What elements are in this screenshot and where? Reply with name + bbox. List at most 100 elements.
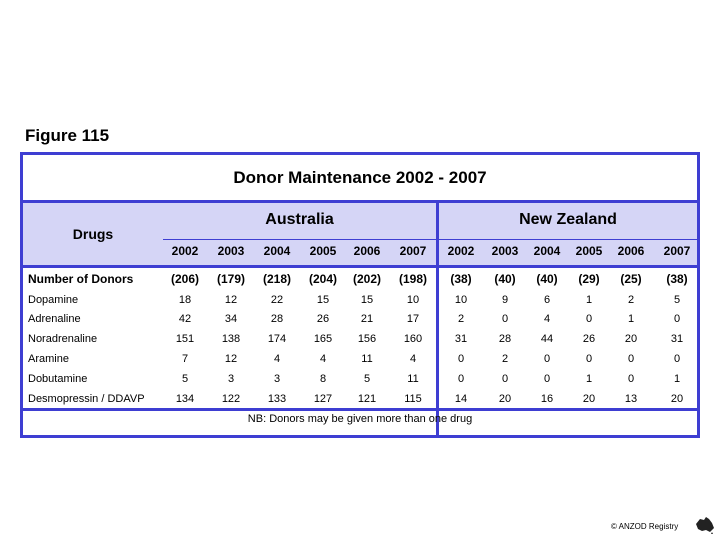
footnote: NB: Donors may be given more than one dr… <box>247 413 473 425</box>
year-header-new-zealand: 2007 <box>663 244 691 258</box>
region-australia: Australia <box>265 211 334 228</box>
year-header-australia: 2005 <box>309 244 337 258</box>
drug-row-new-zealand-cell: 26 <box>582 333 596 345</box>
drug-row-australia-cell: 18 <box>178 294 192 306</box>
number-of-donors-row-australia-cell: (204) <box>308 272 337 286</box>
drug-row-australia-cell: 127 <box>313 393 333 405</box>
drug-row-new-zealand-cell: 0 <box>627 353 635 365</box>
drug-row-australia-cell: 12 <box>224 294 238 306</box>
drug-row-australia-cell: 28 <box>270 313 284 325</box>
drug-row-new-zealand-cell: 0 <box>585 353 593 365</box>
drug-row-new-zealand-cell: 2 <box>501 353 509 365</box>
drug-row-new-zealand-cell: 2 <box>627 294 635 306</box>
year-header-australia: 2006 <box>353 244 381 258</box>
table-header: Drugs Australia New Zealand 2002 2003 2004… <box>23 203 697 268</box>
drug-row-australia-cell: 3 <box>227 373 235 385</box>
drug-row-australia-cell: 151 <box>175 333 195 345</box>
drug-row-label: Desmopressin / DDAVP <box>28 393 145 405</box>
year-header-new-zealand: 2004 <box>533 244 561 258</box>
drug-row-new-zealand-cell: 2 <box>457 313 465 325</box>
number-of-donors-row-new-zealand-cell: (25) <box>620 272 642 286</box>
drug-row-new-zealand-cell: 28 <box>498 333 512 345</box>
drug-row-label: Noradrenaline <box>28 333 98 345</box>
drug-row-new-zealand-cell: 4 <box>543 313 551 325</box>
year-header-new-zealand: 2002 <box>447 244 475 258</box>
copyright-text: © ANZOD Registry <box>611 522 679 531</box>
year-header-australia: 2002 <box>171 244 199 258</box>
drug-row-new-zealand-cell: 20 <box>670 393 684 405</box>
drug-row-australia-cell: 11 <box>407 373 419 385</box>
drug-row-new-zealand-cell: 31 <box>670 333 684 345</box>
drug-row-australia-cell: 4 <box>319 353 327 365</box>
drug-row-australia-cell: 12 <box>224 353 238 365</box>
drug-row-label: Dobutamine <box>28 373 88 385</box>
year-header-new-zealand: 2003 <box>491 244 519 258</box>
drug-row-australia-cell: 160 <box>403 333 423 345</box>
number-of-donors-row-new-zealand-cell: (38) <box>450 272 472 286</box>
number-of-donors-row-new-zealand-cell: (40) <box>536 272 558 286</box>
drug-row-australia-cell: 4 <box>409 353 417 365</box>
drug-row-new-zealand-cell: 0 <box>457 373 465 385</box>
number-of-donors-row-australia-cell: (179) <box>216 272 245 286</box>
drug-row-new-zealand-cell: 1 <box>627 313 635 325</box>
drug-row-new-zealand-cell: 1 <box>585 294 593 306</box>
number-of-donors-row-new-zealand-cell: (29) <box>578 272 600 286</box>
drug-row-new-zealand-cell: 10 <box>454 294 468 306</box>
year-header-new-zealand: 2006 <box>617 244 645 258</box>
drug-row-new-zealand-cell: 20 <box>624 333 638 345</box>
drug-row-new-zealand-cell: 0 <box>543 373 551 385</box>
number-of-donors-row-label: Number of Donors <box>28 272 134 286</box>
drug-row-label: Dopamine <box>28 294 79 306</box>
number-of-donors-row-australia-cell: (206) <box>170 272 199 286</box>
drug-row-australia-cell: 165 <box>313 333 333 345</box>
drug-row-new-zealand-cell: 14 <box>454 393 468 405</box>
drug-row-australia-cell: 10 <box>406 294 420 306</box>
drug-row-new-zealand-cell: 0 <box>457 353 465 365</box>
drug-row-new-zealand-cell: 44 <box>540 333 554 345</box>
drug-row-australia-cell: 5 <box>181 373 189 385</box>
drug-row-new-zealand-cell: 31 <box>454 333 468 345</box>
year-header-new-zealand: 2005 <box>575 244 603 258</box>
drug-row-label: Adrenaline <box>28 313 81 325</box>
drug-row-australia-cell: 174 <box>267 333 287 345</box>
australia-map-icon <box>696 517 714 534</box>
drugs-header: Drugs <box>72 226 114 242</box>
number-of-donors-row-australia-cell: (198) <box>398 272 427 286</box>
drug-row-new-zealand-cell: 20 <box>582 393 596 405</box>
drug-row-australia-cell: 15 <box>316 294 330 306</box>
drug-row-australia-cell: 8 <box>319 373 327 385</box>
footnote-divider <box>23 408 697 411</box>
figure-label: Figure 115 <box>25 126 110 145</box>
drug-row-australia-cell: 115 <box>404 393 422 405</box>
region-new-zealand: New Zealand <box>519 211 617 228</box>
drug-row-australia-cell: 5 <box>363 373 371 385</box>
year-header-australia: 2003 <box>217 244 245 258</box>
drug-row-new-zealand-cell: 0 <box>501 313 509 325</box>
drug-row-australia-cell: 11 <box>361 353 373 365</box>
drug-row-new-zealand-cell: 0 <box>673 313 681 325</box>
drug-row-new-zealand-cell: 6 <box>543 294 551 306</box>
drug-row-new-zealand-cell: 0 <box>501 373 509 385</box>
drug-row-new-zealand-cell: 20 <box>498 393 512 405</box>
drug-row-australia-cell: 22 <box>270 294 284 306</box>
drug-row-australia-cell: 3 <box>273 373 281 385</box>
drug-row-australia-cell: 156 <box>357 333 377 345</box>
number-of-donors-row-new-zealand-cell: (38) <box>666 272 688 286</box>
drug-row-australia-cell: 21 <box>360 313 374 325</box>
drug-row-australia-cell: 7 <box>181 353 189 365</box>
drug-row-new-zealand-cell: 0 <box>543 353 551 365</box>
drug-row-australia-cell: 133 <box>267 393 287 405</box>
number-of-donors-row-australia-cell: (218) <box>262 272 291 286</box>
donor-maintenance-table: Donor Maintenance 2002 - 2007 Drugs Aust… <box>20 152 700 438</box>
drug-row-new-zealand-cell: 0 <box>585 313 593 325</box>
number-of-donors-row-new-zealand-cell: (40) <box>494 272 516 286</box>
year-separator <box>163 239 697 240</box>
drug-row-australia-cell: 26 <box>316 313 330 325</box>
year-header-australia: 2004 <box>263 244 291 258</box>
region-divider <box>436 203 439 438</box>
drug-row-new-zealand-cell: 9 <box>501 294 509 306</box>
drug-row-australia-cell: 122 <box>221 393 241 405</box>
drug-row-australia-cell: 4 <box>273 353 281 365</box>
drug-row-australia-cell: 17 <box>406 313 420 325</box>
number-of-donors-row-australia-cell: (202) <box>352 272 381 286</box>
